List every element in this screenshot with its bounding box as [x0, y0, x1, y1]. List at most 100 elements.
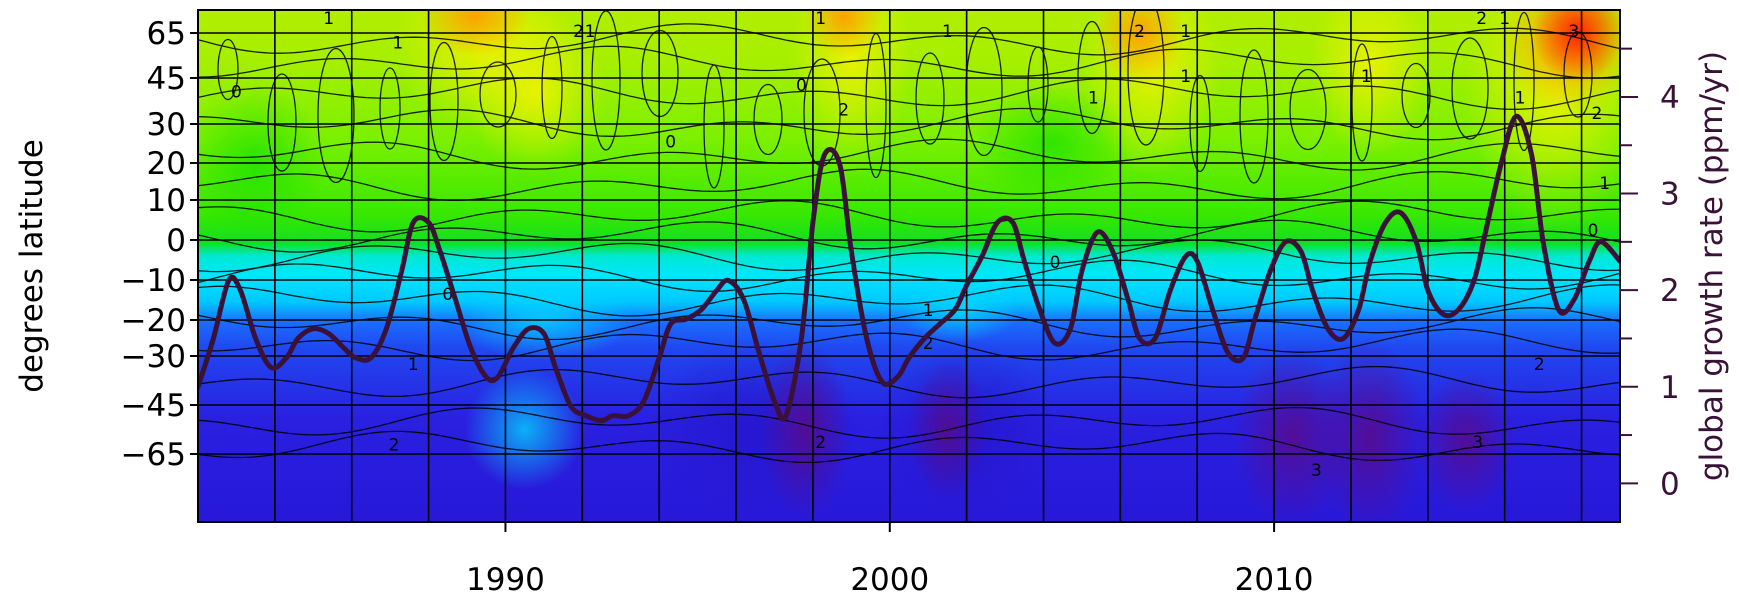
contour-loop [1127, 10, 1165, 146]
contour-loop [317, 47, 355, 184]
x-tick-label: 2000 [850, 562, 929, 595]
contour-line [198, 259, 1620, 293]
heatmap-cell [464, 369, 585, 490]
y-tick-label: 20 [147, 146, 186, 182]
heatmap-cell [971, 83, 1132, 204]
contour-label: 2 [1534, 355, 1545, 375]
contour-line [198, 365, 1620, 399]
contour-label: 1 [1499, 9, 1510, 29]
contour-label: 1 [1361, 67, 1372, 87]
contour-line [198, 45, 1620, 79]
y-tick-label: 0 [166, 223, 186, 259]
global-growth-rate-line [198, 113, 1620, 424]
contour-label: 2 [1592, 104, 1603, 124]
x-tick-label: 1990 [466, 562, 545, 595]
contour-loop [479, 61, 517, 128]
contour-line [198, 328, 1620, 362]
contour-label: 3 [1311, 461, 1322, 481]
contour-loop [915, 52, 945, 145]
y2-tick-label: 3 [1660, 177, 1680, 213]
contour-label: 1 [1088, 88, 1099, 108]
contour-label: 2 [389, 436, 400, 456]
contour-line [198, 284, 1620, 317]
contour-loop [1289, 68, 1327, 151]
heatmap-field [198, 10, 1620, 522]
contour-label: 2 [815, 433, 826, 453]
heatmap-cell [1094, 10, 1185, 83]
contour-loop [541, 35, 563, 140]
contour-label: 0 [665, 133, 676, 153]
contour-label: 1 [323, 9, 334, 29]
plot-frame [197, 9, 1621, 523]
contour-label: 2 [838, 101, 849, 121]
left-axis-title: degrees latitude [14, 139, 50, 393]
contour-line [198, 406, 1620, 439]
contour-label: 2 [1476, 9, 1487, 29]
contour-loop [429, 41, 459, 162]
contour-loop [1563, 31, 1593, 118]
y-tick-label: −65 [121, 437, 186, 473]
contour-loop [267, 73, 297, 172]
contour-loop [1401, 62, 1431, 129]
y2-tick-label: 2 [1660, 273, 1680, 309]
contour-label: 1 [392, 33, 403, 53]
heatmap-cell [1310, 10, 1431, 157]
y-tick-label: 45 [147, 61, 186, 97]
contour-label: 2 [923, 334, 934, 354]
contour-label: 1 [1515, 88, 1526, 108]
right-axis-title: global growth rate (ppm/yr) [1694, 51, 1730, 481]
contour-label: 0 [796, 76, 807, 96]
contour-loop [217, 38, 239, 101]
y-tick-label: 65 [147, 16, 186, 52]
y2-tick-label: 0 [1660, 466, 1680, 502]
contour-line [198, 23, 1620, 56]
heatmap-cell [466, 13, 607, 174]
contour-loop [703, 64, 725, 189]
contour-loop [1513, 11, 1535, 152]
right-y-axis: 0 1 2 3 4 [1620, 47, 1680, 502]
heatmap-cell [1532, 10, 1620, 83]
contour-line [198, 430, 1620, 464]
contour-line [198, 200, 1620, 233]
contour-label: 1 [585, 22, 596, 42]
heatmap-cell [1416, 371, 1517, 512]
contour-label: 0 [231, 82, 242, 102]
contour-label: 1 [408, 355, 419, 375]
contour-label: 2 [1134, 22, 1145, 42]
heatmap-cell [1315, 336, 1426, 522]
contour-label: 3 [1568, 22, 1579, 42]
contour-loop [1027, 46, 1049, 123]
y-tick-label: −20 [121, 303, 186, 339]
contour-loop [641, 29, 679, 118]
contour-label: 2 [573, 22, 584, 42]
grid-lines [198, 10, 1620, 522]
y-tick-label: 30 [147, 107, 186, 143]
y-tick-label: −30 [121, 339, 186, 375]
x-axis: 1990 2000 2010 [466, 522, 1314, 595]
contour-lines [198, 10, 1620, 464]
contour-label: 1 [942, 22, 953, 42]
y2-tick-label: 4 [1660, 80, 1680, 116]
contour-line [198, 77, 1620, 110]
contour-loop [1351, 43, 1373, 162]
contour-label: 3 [1472, 433, 1483, 453]
contour-label: 1 [923, 301, 934, 321]
contour-loop [379, 67, 401, 150]
contour-label: 1 [1180, 67, 1191, 87]
contour-label: 1 [1599, 174, 1610, 194]
y2-tick-label: 1 [1660, 370, 1680, 406]
contour-label: 0 [442, 285, 453, 305]
y-tick-label: −45 [121, 388, 186, 424]
contour-label: 1 [815, 9, 826, 29]
y-tick-label: −10 [121, 263, 186, 299]
contour-loop [1451, 37, 1489, 140]
y-tick-label: 10 [147, 183, 186, 219]
heatmap-cell [898, 282, 1019, 342]
contour-label: 0 [1588, 221, 1599, 241]
contour-line [198, 107, 1620, 141]
x-tick-label: 2010 [1235, 562, 1314, 595]
contour-label: 1 [1180, 22, 1191, 42]
